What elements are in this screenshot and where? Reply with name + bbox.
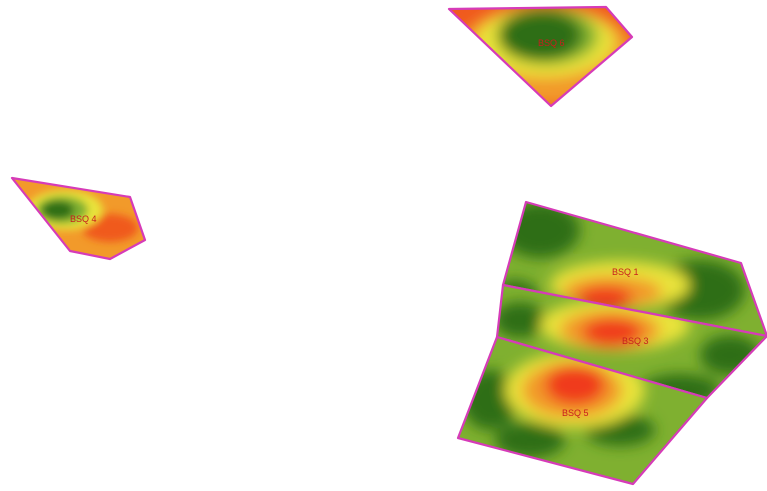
parcel-label: BSQ 5 [562,408,589,418]
parcel-east-lower-boundary [456,335,709,486]
parcel-west-boundary [10,176,147,261]
parcel-label: BSQ 3 [622,336,649,346]
parcel-label: BSQ 6 [538,38,565,48]
parcel-label: BSQ 1 [612,267,639,277]
parcel-north-boundary [447,5,634,108]
parcel-label: BSQ 4 [70,214,97,224]
parcel-east-upper-boundary [501,200,767,338]
